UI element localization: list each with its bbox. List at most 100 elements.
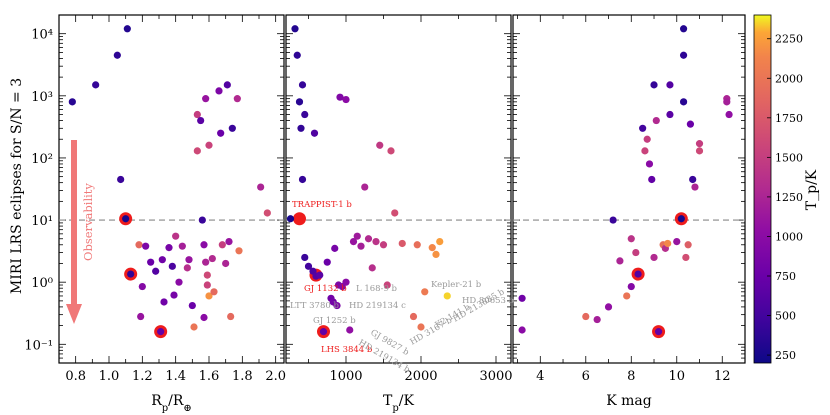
data-point [682, 253, 690, 262]
data-point [113, 51, 121, 59]
annotation-l-168-9b: L 168-9 b [356, 284, 398, 294]
data-point [616, 257, 624, 265]
data-point [652, 116, 660, 125]
data-point [686, 120, 695, 128]
data-point [200, 313, 208, 322]
data-point [193, 147, 201, 155]
data-point [172, 232, 180, 240]
data-point [316, 271, 324, 279]
data-point [198, 216, 206, 224]
data-point [227, 312, 235, 321]
data-point [225, 238, 233, 246]
data-point [208, 254, 216, 263]
data-point [361, 183, 369, 191]
data-point [185, 256, 193, 264]
data-point [123, 25, 131, 33]
data-point [691, 183, 699, 191]
colorbar-tick-label: 2000 [775, 72, 803, 85]
data-point [217, 129, 225, 137]
data-point [689, 175, 697, 184]
data-point [398, 239, 406, 248]
data-point [643, 135, 651, 143]
annotation-trappist-1b: TRAPPIST-1 b [292, 200, 352, 210]
data-point [634, 270, 642, 278]
y-axis-label: MIRI LRS eclipses for S/N = 3 [9, 78, 25, 294]
data-point [428, 244, 436, 252]
data-point [372, 238, 380, 246]
y-tick-label: 10³ [31, 90, 53, 105]
data-point [648, 175, 656, 184]
colorbar-tick-label: 1750 [775, 112, 803, 125]
data-point [158, 256, 166, 264]
data-point [695, 140, 704, 148]
annotation-lhs-3844b: LHS 3844 b [321, 345, 373, 355]
data-point [175, 278, 183, 286]
colorbar-tick-label: 1500 [775, 151, 803, 164]
panel-frame [512, 14, 746, 364]
data-point [200, 241, 208, 249]
data-point [170, 291, 178, 299]
x-tick-label: 2000 [404, 369, 437, 384]
annotation-gj-1252b: GJ 1252 b [313, 316, 356, 326]
data-point [263, 209, 271, 217]
data-point [160, 298, 168, 306]
data-point [383, 281, 391, 289]
data-point [666, 110, 674, 119]
data-point [368, 264, 376, 272]
data-point [293, 51, 301, 59]
data-point [183, 264, 191, 272]
data-point [323, 258, 331, 266]
data-point [679, 25, 688, 33]
x-tick-label: 12 [714, 369, 731, 384]
colorbar-tick-label: 2250 [775, 33, 803, 46]
x-tick-label: 3000 [479, 369, 512, 384]
panel-planet-radius: 10⁻¹ 10⁰ 10¹ 10² 10³ 10⁴ 0.8 1.0 1.2 1.4 1.6 1.8 2.0… [24, 14, 286, 414]
data-point [333, 301, 341, 310]
colorbar-frame [753, 14, 772, 364]
data-point [188, 301, 196, 310]
data-point [342, 278, 350, 286]
data-point [298, 175, 307, 184]
colorbar-tick-label: 250 [775, 349, 796, 362]
data-point [193, 110, 201, 119]
data-point [639, 124, 647, 132]
data-point [413, 241, 421, 249]
data-point [518, 294, 526, 302]
data-point [147, 258, 155, 266]
y-tick-label: 10⁻¹ [24, 338, 53, 353]
data-point [295, 98, 304, 106]
x-tick-label: 4 [536, 369, 544, 384]
data-point [645, 160, 654, 168]
x-tick-label: 1000 [329, 369, 362, 384]
colorbar-tick-label: 1250 [775, 191, 803, 204]
data-point [301, 253, 309, 262]
x-tick-label: 1.4 [165, 369, 186, 384]
colorbar-gradient [754, 15, 771, 363]
data-point [409, 312, 418, 321]
data-point [297, 124, 305, 132]
annotation-hd-3167b: HD 3167 b [409, 315, 455, 347]
y-tick-label: 10¹ [31, 214, 53, 229]
data-point [357, 242, 365, 250]
data-point [391, 209, 399, 217]
data-point [376, 141, 384, 149]
colorbar-label: T_p/K [804, 169, 820, 210]
data-point [286, 215, 295, 223]
x-tick-label: 6 [582, 369, 590, 384]
data-point [122, 215, 130, 223]
data-point [205, 292, 213, 300]
colorbar-tick-label: 500 [775, 310, 796, 323]
data-point [235, 247, 243, 255]
data-point [168, 262, 176, 270]
data-point [218, 241, 226, 249]
x-tick-label: 10 [668, 369, 685, 384]
annotation-hd-219134c: HD 219134 c [349, 301, 406, 311]
data-point [210, 288, 218, 296]
x-tick-label: 8 [627, 369, 635, 384]
data-point [684, 241, 692, 249]
data-point [641, 147, 649, 155]
data-point [604, 303, 613, 311]
x-tick-label: 1.6 [199, 369, 220, 384]
data-point [310, 129, 319, 137]
data-point [673, 238, 681, 246]
